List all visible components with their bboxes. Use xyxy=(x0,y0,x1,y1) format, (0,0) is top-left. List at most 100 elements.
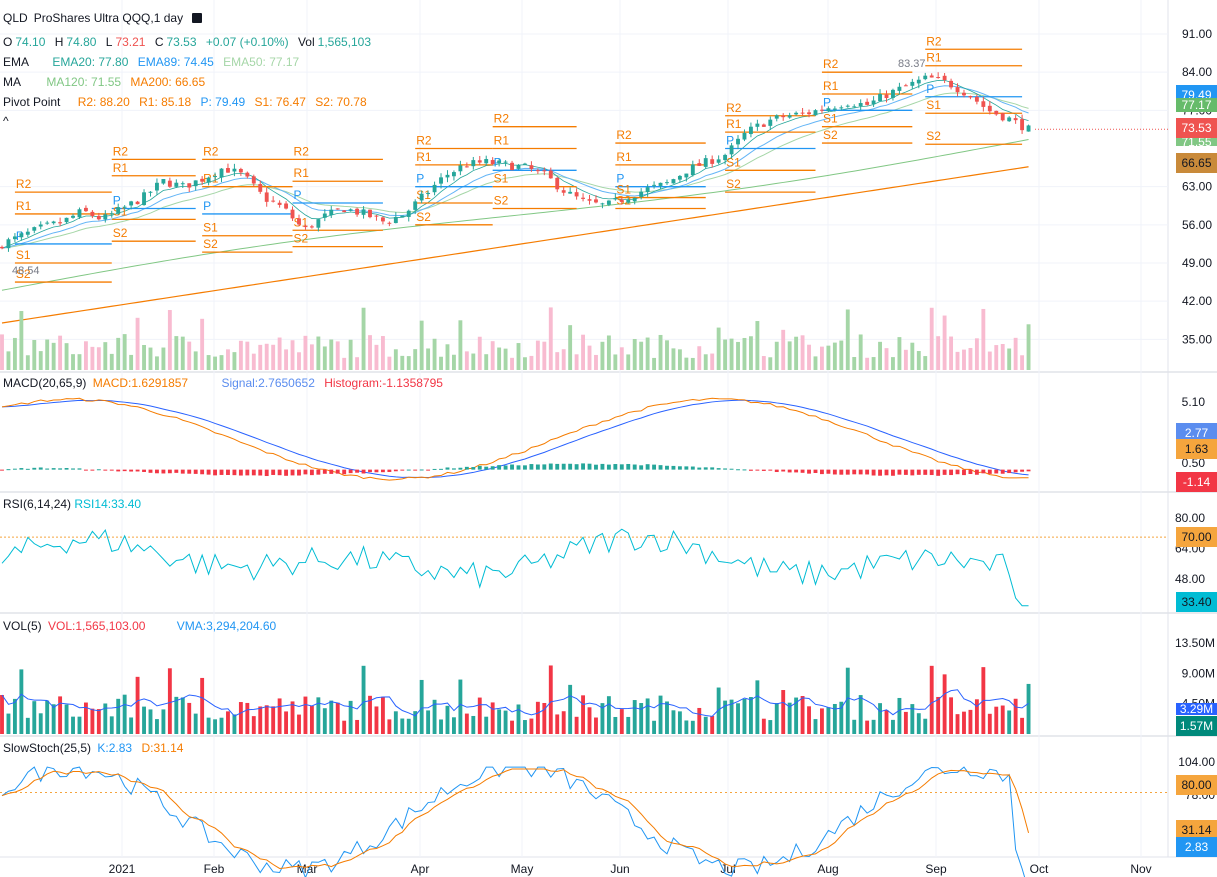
pivot-label: S1 xyxy=(203,221,218,235)
info-icon[interactable] xyxy=(192,12,203,23)
volume-bar xyxy=(316,697,321,734)
candle-body xyxy=(800,112,805,114)
candle-body xyxy=(826,108,831,111)
histogram-bar xyxy=(83,469,88,471)
volume-bar xyxy=(742,698,747,734)
histogram-bar xyxy=(180,469,185,474)
ema-badge: 77.17 xyxy=(1176,98,1217,112)
candle-body xyxy=(581,197,585,199)
collapse-toggle[interactable]: ^ xyxy=(3,114,9,128)
histogram-bar xyxy=(103,469,108,471)
overlay-volume-bar xyxy=(83,341,88,370)
volume-bar xyxy=(729,699,734,734)
macd-legend[interactable]: MACD(20,65,9) MACD:1.6291857 Signal:2.76… xyxy=(3,376,449,390)
pivot-label: Pivot Point xyxy=(3,95,61,109)
overlay-volume-bar xyxy=(955,351,960,370)
vol-legend[interactable]: VOL(5) VOL:1,565,103.00 VMA:3,294,204.60 xyxy=(3,619,282,633)
candle-body xyxy=(639,191,644,197)
pivot-label: S1 xyxy=(16,248,31,262)
pivot-label: R1 xyxy=(494,134,510,148)
overlay-volume-bar xyxy=(581,334,585,370)
histogram-bar xyxy=(794,469,799,473)
candle-body xyxy=(690,164,695,176)
candle-body xyxy=(923,75,928,80)
histogram-bar xyxy=(807,469,811,474)
volume-bar xyxy=(794,697,799,734)
volume-bar xyxy=(1007,710,1012,734)
histogram-bar xyxy=(484,466,489,470)
pivot-label: P xyxy=(926,82,934,96)
histogram-bar xyxy=(129,469,134,472)
symbol-ticker[interactable]: QLD xyxy=(3,11,28,25)
candle-body xyxy=(594,199,598,203)
histogram-bar xyxy=(32,467,37,470)
volume-bar xyxy=(142,706,146,734)
histogram-bar xyxy=(342,469,347,475)
volume-bar xyxy=(826,707,831,734)
histogram-bar xyxy=(878,469,882,476)
overlay-volume-bar xyxy=(600,341,605,370)
histogram-bar xyxy=(277,469,282,476)
volume-bar xyxy=(193,713,198,734)
volume-bar xyxy=(1020,717,1025,734)
overlay-volume-bar xyxy=(736,341,740,370)
candle-body xyxy=(77,209,82,218)
candle-body xyxy=(529,165,534,169)
pivot-label: S2 xyxy=(416,210,431,224)
candle-body xyxy=(303,225,308,228)
overlay-volume-bar xyxy=(64,343,69,370)
volume-bar xyxy=(452,717,456,734)
histogram-bar xyxy=(962,469,966,476)
volume-bar xyxy=(807,706,811,734)
histogram-bar xyxy=(813,469,818,473)
candle-body xyxy=(858,103,863,107)
pivot-s2: S2: 70.78 xyxy=(315,95,367,109)
histogram-bar xyxy=(974,469,979,475)
overlay-volume-bar xyxy=(903,349,908,370)
overlay-volume-bar xyxy=(264,343,269,370)
candle-body xyxy=(200,178,205,182)
volume-bar xyxy=(690,720,695,734)
ema-legend[interactable]: EMA EMA20: 77.80 EMA89: 74.45 EMA50: 77.… xyxy=(3,55,305,69)
pivot-legend[interactable]: Pivot Point R2: 88.20 R1: 85.18 P: 79.49… xyxy=(3,95,373,109)
candle-body xyxy=(903,85,908,87)
pivot-s1: S1: 76.47 xyxy=(254,95,306,109)
histogram-bar xyxy=(1013,469,1018,473)
high-label: H xyxy=(54,35,64,49)
candle-body xyxy=(161,179,166,184)
histogram-bar xyxy=(955,469,960,475)
histogram-bar xyxy=(703,467,708,470)
histogram-bar xyxy=(116,469,121,472)
candle-body xyxy=(510,162,514,171)
histogram-bar xyxy=(432,468,437,470)
histogram-bar xyxy=(368,469,372,473)
candle-body xyxy=(1026,125,1031,132)
volume-bar xyxy=(548,665,553,734)
rsi-legend[interactable]: RSI(6,14,24) RSI14:33.40 xyxy=(3,497,147,511)
histogram-bar xyxy=(96,469,101,471)
volume-bar xyxy=(878,703,882,734)
candle-body xyxy=(432,184,437,193)
overlay-volume-bar xyxy=(445,344,450,370)
vol-ind-label: VOL(5) xyxy=(3,619,42,633)
histogram-bar xyxy=(839,469,844,475)
overlay-volume-bar xyxy=(387,356,392,370)
candle-body xyxy=(135,201,140,205)
candle-body xyxy=(781,115,786,118)
candle-body xyxy=(58,222,63,224)
volume-bar xyxy=(839,701,844,734)
ma-legend[interactable]: MA MA120: 71.55 MA200: 66.65 xyxy=(3,75,211,89)
histogram-bar xyxy=(568,463,573,470)
candle-body xyxy=(187,183,192,188)
open-value: 74.10 xyxy=(15,35,46,49)
overlay-volume-bar xyxy=(794,336,799,370)
volume-bar xyxy=(129,717,134,734)
candle-body xyxy=(12,236,17,240)
overlay-volume-bar xyxy=(974,338,979,370)
overlay-volume-bar xyxy=(1020,355,1025,370)
histogram-bar xyxy=(768,469,773,471)
stoch-legend[interactable]: SlowStoch(25,5) K:2.83 D:31.14 xyxy=(3,741,189,755)
pivot-label: S1 xyxy=(113,204,128,218)
ema50-line xyxy=(1,92,1029,249)
